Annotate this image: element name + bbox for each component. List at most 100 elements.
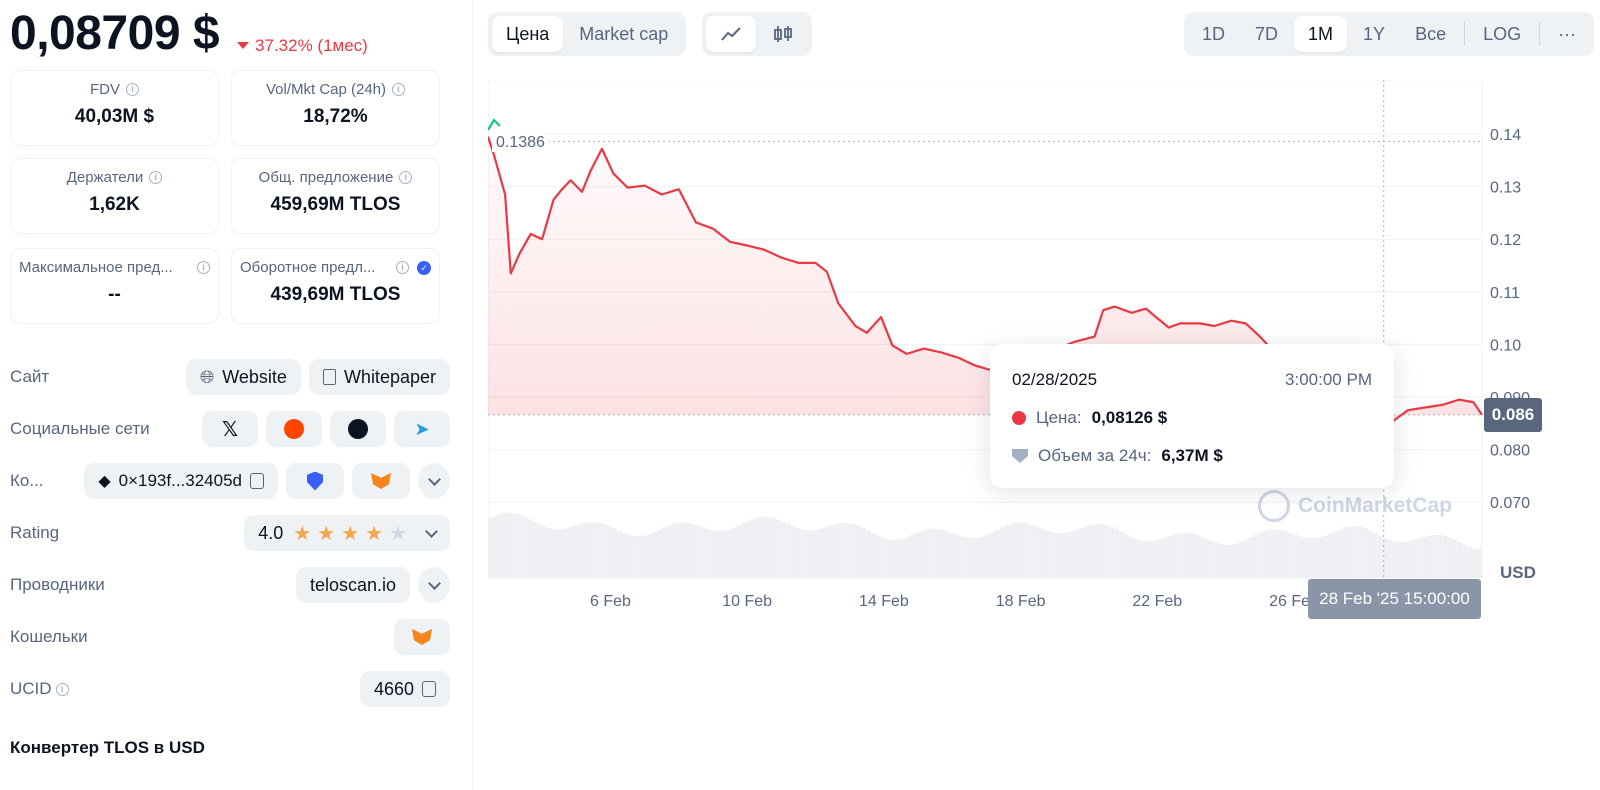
volume-bar (1258, 532, 1264, 578)
volume-bar (1168, 535, 1174, 578)
contracts-expand-button[interactable] (418, 463, 450, 499)
explorer-link[interactable]: teloscan.io (295, 567, 410, 603)
tab-price[interactable]: Цена (492, 16, 564, 52)
volume-bar (1452, 539, 1458, 578)
reddit-button[interactable] (266, 411, 322, 447)
volume-bar (811, 530, 817, 578)
website-button[interactable]: 🌐︎ Website (185, 359, 301, 395)
ucid-copy-button[interactable]: 4660 (359, 671, 450, 707)
divider (1464, 22, 1466, 46)
range-1y[interactable]: 1Y (1363, 23, 1386, 44)
volume-bar (985, 534, 990, 578)
volume-bar (632, 536, 638, 578)
x-twitter-button[interactable]: 𝕏 (202, 411, 258, 447)
contract-address-button[interactable]: ◆ 0×193f...32405d (84, 463, 278, 499)
range-all[interactable]: Все (1415, 23, 1447, 44)
range-1d[interactable]: 1D (1202, 23, 1226, 44)
down-triangle-icon (237, 42, 250, 49)
info-icon[interactable]: i (126, 83, 139, 96)
volume-bar (776, 519, 782, 578)
price-change: 37.32% (1мес) (237, 36, 368, 56)
volume-bar (1322, 535, 1328, 578)
volume-bar (1139, 540, 1145, 578)
volume-bar (637, 536, 643, 578)
volume-bar (1268, 529, 1274, 578)
volume-bar (1183, 532, 1189, 578)
volume-bar (781, 521, 787, 578)
volume-bar (965, 537, 971, 578)
telegram-button[interactable]: ➤ (394, 411, 450, 447)
info-icon[interactable]: i (149, 171, 163, 184)
tooltip-price: 0,08126 $ (1091, 408, 1168, 427)
volume-bar (825, 526, 831, 578)
volume-bar (1442, 535, 1448, 578)
security-audit-button[interactable] (286, 463, 344, 499)
candlestick-button[interactable] (758, 16, 808, 52)
volume-bar (1024, 523, 1030, 578)
volume-bar (1238, 541, 1244, 578)
info-icon[interactable]: i (392, 83, 406, 96)
volume-bar (1218, 544, 1224, 578)
crosshair-date-tag: 28 Feb '25 15:00:00 (1308, 579, 1481, 619)
more-options-button[interactable]: ··· (1558, 23, 1577, 44)
github-button[interactable] (330, 411, 386, 447)
volume-bar (507, 512, 513, 578)
star-icon: ★ (365, 522, 384, 545)
contracts-row: Ко... ◆ 0×193f...32405d (10, 462, 450, 500)
volume-bar (1178, 533, 1184, 578)
info-icon[interactable]: i (197, 261, 210, 274)
log-scale-toggle[interactable]: LOG (1483, 23, 1522, 44)
copy-icon[interactable] (418, 681, 436, 701)
volume-bar (945, 531, 951, 578)
volume-bar (910, 534, 916, 578)
volume-bar (1049, 532, 1055, 578)
volume-bar (960, 536, 966, 578)
volume-bar (562, 528, 568, 578)
volume-bar (955, 534, 961, 578)
volume-bar (731, 527, 737, 578)
copy-icon[interactable] (246, 473, 264, 493)
volume-bar (1094, 523, 1100, 578)
volume-bar (905, 536, 911, 578)
stat-circulating-supply: Оборотное предл... i ✓ 439,69M TLOS (231, 248, 440, 324)
current-price: 0,08709 $ (10, 7, 220, 60)
info-icon[interactable]: i (396, 260, 409, 274)
volume-bar (1407, 541, 1413, 578)
volume-bar (1153, 540, 1159, 578)
ucid-row: UCID i 4660 (10, 670, 450, 708)
volume-bar (1467, 547, 1473, 578)
volume-bar (1129, 537, 1135, 578)
volume-bar (602, 524, 608, 578)
divider (1539, 22, 1541, 46)
volume-bar (1119, 531, 1125, 578)
explorers-expand-button[interactable] (418, 567, 450, 603)
volume-bar (1213, 542, 1219, 578)
volume-bar (661, 527, 667, 578)
line-chart-button[interactable] (706, 16, 756, 52)
tab-market-cap[interactable]: Market cap (579, 23, 669, 44)
volume-bar (845, 523, 851, 578)
rating-dropdown[interactable]: 4.0 ★ ★ ★ ★ ★ (244, 515, 450, 551)
volume-bar (1009, 523, 1015, 578)
volume-bar (751, 518, 757, 578)
info-icon[interactable]: i (399, 171, 413, 184)
x-icon: 𝕏 (221, 418, 239, 441)
volume-bar (1144, 541, 1150, 578)
volume-bar (1029, 524, 1035, 578)
info-icon[interactable]: i (55, 682, 69, 696)
range-1m[interactable]: 1M (1294, 16, 1348, 52)
volume-bar (1303, 537, 1309, 578)
volume-bar (766, 516, 772, 578)
volume-bar (925, 529, 931, 578)
star-empty-icon: ★ (389, 522, 407, 545)
ucid-label: UCID i (10, 679, 69, 699)
volume-bar (656, 529, 662, 578)
volume-bar (820, 528, 826, 578)
metamask-button[interactable] (352, 463, 410, 499)
volume-bar (1228, 544, 1234, 578)
range-7d[interactable]: 7D (1255, 23, 1279, 44)
metamask-wallet-button[interactable] (394, 619, 450, 655)
volume-bar (721, 530, 727, 578)
whitepaper-button[interactable]: Whitepaper (308, 359, 450, 395)
stat-vol-mktcap: Vol/Mkt Cap (24h) i 18,72% (231, 70, 440, 146)
